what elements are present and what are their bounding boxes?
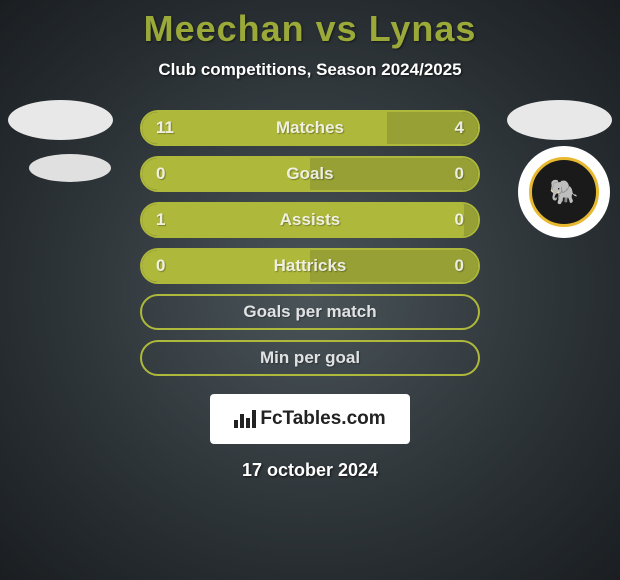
stat-row-assists: 1 Assists 0 — [140, 202, 480, 238]
stat-label: Goals — [286, 164, 333, 184]
branding-badge: FcTables.com — [210, 394, 410, 444]
stats-list: 11 Matches 4 0 Goals 0 1 Assists 0 0 Hat… — [140, 110, 480, 376]
stat-right-value: 4 — [387, 112, 478, 144]
bars-icon — [234, 410, 256, 428]
stat-label: Hattricks — [274, 256, 347, 276]
player-right-badge — [507, 100, 612, 140]
player-left-badge — [8, 100, 113, 140]
comparison-title: Meechan vs Lynas — [0, 0, 620, 50]
date-text: 17 october 2024 — [0, 460, 620, 481]
stat-label: Min per goal — [260, 348, 360, 368]
branding-text: FcTables.com — [260, 408, 385, 430]
stat-row-min-per-goal: Min per goal — [140, 340, 480, 376]
player-left-club-badge — [29, 154, 111, 182]
stat-row-goals: 0 Goals 0 — [140, 156, 480, 192]
stat-label: Matches — [276, 118, 344, 138]
club-crest-icon: 🐘 — [529, 157, 599, 227]
stat-right-value: 0 — [464, 204, 478, 236]
stat-label: Goals per match — [243, 302, 376, 322]
stat-right-value: 0 — [310, 158, 478, 190]
stats-container: 🐘 11 Matches 4 0 Goals 0 1 Assists 0 0 H… — [0, 110, 620, 481]
season-subtitle: Club competitions, Season 2024/2025 — [0, 60, 620, 80]
stat-row-hattricks: 0 Hattricks 0 — [140, 248, 480, 284]
stat-row-goals-per-match: Goals per match — [140, 294, 480, 330]
player-right-club-badge: 🐘 — [518, 146, 610, 238]
stat-label: Assists — [280, 210, 340, 230]
stat-left-value: 0 — [142, 158, 310, 190]
stat-left-value: 11 — [142, 112, 387, 144]
stat-row-matches: 11 Matches 4 — [140, 110, 480, 146]
